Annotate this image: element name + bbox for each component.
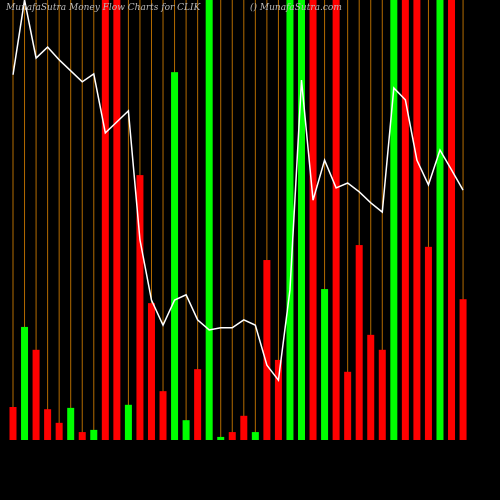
- bar: [298, 0, 305, 440]
- bar: [309, 0, 317, 440]
- bar: [459, 299, 467, 440]
- bar: [113, 0, 121, 440]
- bar: [263, 260, 271, 440]
- money-flow-line: [12, 0, 464, 383]
- bar: [55, 422, 63, 440]
- bar: [136, 175, 144, 440]
- chart-subtitle: () MunafaSutra.com: [250, 2, 342, 13]
- bar: [124, 404, 132, 440]
- bar: [9, 407, 17, 440]
- bar: [182, 420, 190, 440]
- bar: [355, 245, 363, 440]
- bar: [101, 0, 109, 440]
- bar: [344, 371, 352, 440]
- chart-title: MunafaSutra Money Flow Charts for CLIK: [5, 3, 202, 13]
- bar: [90, 429, 98, 440]
- bar: [147, 303, 155, 440]
- bar: [251, 432, 259, 440]
- bar: [448, 0, 456, 440]
- bar: [194, 369, 202, 440]
- bar: [274, 359, 282, 440]
- bar: [390, 0, 398, 440]
- bar: [44, 409, 52, 440]
- bar: [240, 415, 248, 440]
- bar: [32, 349, 40, 440]
- bar: [413, 0, 421, 440]
- bar: [367, 334, 375, 440]
- bar: [171, 72, 179, 440]
- bar: [228, 432, 236, 440]
- bar: [217, 436, 225, 440]
- bar: [286, 0, 294, 440]
- bar: [424, 246, 432, 440]
- bar: [436, 0, 444, 440]
- bar: [78, 432, 86, 440]
- bar: [321, 289, 329, 440]
- bar: [21, 326, 29, 440]
- bar: [332, 0, 340, 440]
- bar: [159, 391, 167, 440]
- bar: [205, 0, 213, 440]
- bar: [67, 407, 75, 440]
- bar: [378, 349, 386, 440]
- bar: [401, 0, 409, 440]
